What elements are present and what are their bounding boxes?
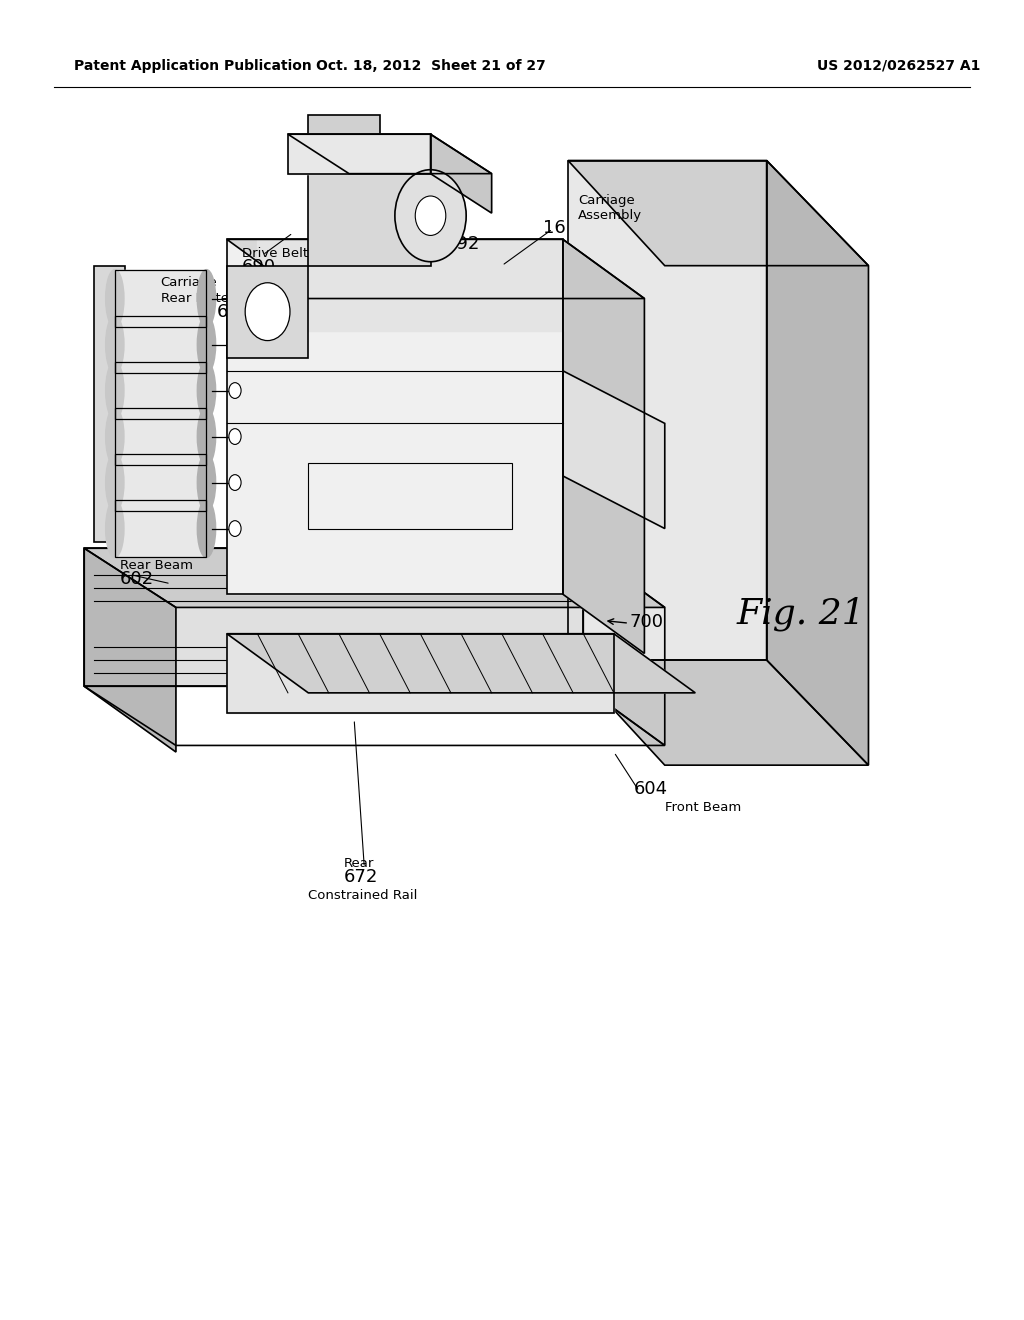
Text: 690: 690 — [242, 259, 276, 276]
Polygon shape — [568, 660, 868, 766]
Polygon shape — [568, 161, 767, 660]
Circle shape — [229, 520, 241, 536]
Polygon shape — [308, 168, 430, 265]
Ellipse shape — [198, 315, 216, 374]
Text: 16: 16 — [543, 219, 565, 236]
Text: Patent Application Publication: Patent Application Publication — [74, 59, 312, 73]
Text: 602: 602 — [120, 570, 154, 587]
Polygon shape — [84, 548, 584, 686]
Polygon shape — [227, 239, 563, 594]
Text: 672: 672 — [344, 869, 378, 886]
Text: Rear: Rear — [344, 857, 375, 870]
Text: 692: 692 — [445, 235, 480, 252]
Text: Assembly: Assembly — [579, 210, 642, 222]
Polygon shape — [257, 239, 563, 331]
Text: US 2012/0262527 A1: US 2012/0262527 A1 — [817, 59, 981, 73]
Polygon shape — [308, 115, 380, 168]
Polygon shape — [227, 634, 613, 713]
Polygon shape — [227, 634, 695, 693]
Text: Rear Plate: Rear Plate — [161, 292, 228, 305]
Text: Carriage: Carriage — [161, 276, 217, 289]
Text: 604: 604 — [634, 780, 669, 799]
Ellipse shape — [198, 408, 216, 466]
Circle shape — [245, 282, 290, 341]
Text: Carriage: Carriage — [579, 194, 635, 206]
Polygon shape — [94, 265, 125, 541]
Text: Fig. 21: Fig. 21 — [736, 597, 865, 631]
Ellipse shape — [105, 408, 124, 466]
Polygon shape — [115, 500, 207, 557]
Polygon shape — [563, 239, 644, 653]
Polygon shape — [430, 135, 492, 213]
Polygon shape — [563, 371, 665, 528]
Text: Drive Belt: Drive Belt — [242, 247, 308, 260]
Ellipse shape — [198, 500, 216, 557]
Text: Oct. 18, 2012  Sheet 21 of 27: Oct. 18, 2012 Sheet 21 of 27 — [315, 59, 546, 73]
Polygon shape — [288, 135, 430, 174]
Ellipse shape — [198, 269, 216, 327]
Text: 694: 694 — [347, 189, 382, 206]
Text: Constrained Rail: Constrained Rail — [308, 888, 418, 902]
Polygon shape — [227, 265, 308, 358]
Ellipse shape — [105, 269, 124, 327]
Ellipse shape — [105, 315, 124, 374]
Polygon shape — [115, 315, 207, 374]
Circle shape — [416, 195, 445, 235]
Polygon shape — [115, 454, 207, 511]
Polygon shape — [84, 548, 665, 607]
Circle shape — [229, 475, 241, 491]
Circle shape — [229, 429, 241, 445]
Text: Rear Beam: Rear Beam — [120, 558, 193, 572]
Polygon shape — [84, 548, 176, 752]
Polygon shape — [568, 161, 868, 265]
Text: 662: 662 — [217, 302, 251, 321]
Polygon shape — [115, 269, 207, 327]
Circle shape — [395, 170, 466, 261]
Text: Front Beam: Front Beam — [665, 801, 741, 814]
Ellipse shape — [198, 362, 216, 420]
Polygon shape — [115, 362, 207, 420]
Polygon shape — [767, 161, 868, 766]
Ellipse shape — [105, 500, 124, 557]
Ellipse shape — [105, 362, 124, 420]
Circle shape — [229, 290, 241, 306]
Circle shape — [229, 337, 241, 352]
Text: 700: 700 — [629, 612, 664, 631]
Circle shape — [229, 383, 241, 399]
Polygon shape — [227, 239, 644, 298]
Polygon shape — [115, 408, 207, 466]
Ellipse shape — [105, 454, 124, 511]
Polygon shape — [288, 135, 492, 174]
Ellipse shape — [198, 454, 216, 511]
